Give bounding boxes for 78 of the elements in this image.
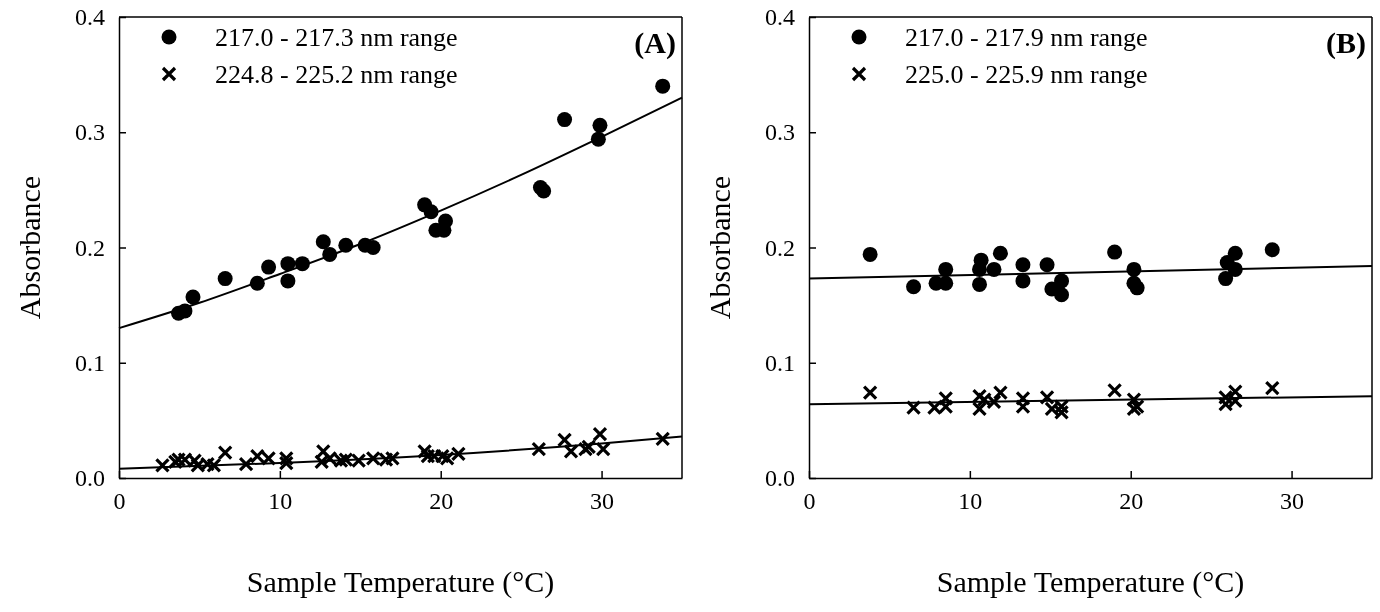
x-axis-title: Sample Temperature (°C): [936, 565, 1245, 599]
point: [185, 289, 201, 305]
point: [972, 276, 988, 292]
y-tick-label: 0.3: [765, 119, 795, 146]
point: [315, 234, 331, 250]
y-axis-title: Absorbance: [703, 175, 736, 320]
x-tick-label: 10: [958, 488, 983, 515]
point: [1264, 242, 1280, 258]
point: [280, 273, 296, 289]
point: [1218, 271, 1234, 287]
y-axis-title: Absorbance: [13, 175, 46, 320]
point: [592, 117, 608, 133]
y-tick-label: 0.2: [765, 234, 795, 261]
point: [384, 450, 401, 467]
point: [217, 271, 233, 287]
point: [536, 183, 552, 199]
point: [438, 213, 454, 229]
legend-label: 217.0 - 217.9 nm range: [905, 23, 1148, 52]
x-tick-label: 30: [1280, 488, 1305, 515]
x-axis-title: Sample Temperature (°C): [246, 565, 555, 599]
x-tick-label: 0: [803, 488, 816, 515]
point: [655, 78, 671, 94]
point: [1227, 383, 1243, 400]
point: [1015, 273, 1031, 289]
point: [315, 443, 331, 460]
y-tick-label: 0.1: [765, 349, 795, 376]
y-tick-label: 0.3: [75, 119, 105, 146]
point: [862, 385, 878, 401]
point: [1039, 257, 1055, 273]
x-tick-label: 0: [113, 488, 126, 515]
point: [938, 261, 954, 277]
y-tick-label: 0.4: [75, 4, 105, 31]
point: [238, 456, 254, 472]
point: [592, 426, 608, 442]
legend-label: 225.0 - 225.9 nm range: [905, 60, 1148, 89]
point: [278, 450, 294, 467]
point: [905, 400, 922, 416]
point: [1129, 280, 1145, 296]
point: [973, 252, 989, 268]
point: [280, 256, 296, 272]
point: [314, 454, 330, 470]
y-tick-label: 0.0: [765, 465, 795, 492]
point: [1054, 287, 1070, 303]
point: [862, 246, 878, 262]
point: [1107, 382, 1123, 399]
x-tick-label: 30: [590, 488, 615, 515]
annotation: (A): [634, 26, 676, 60]
point: [906, 279, 922, 295]
point: [556, 432, 573, 448]
point: [938, 390, 954, 407]
point: [1015, 257, 1031, 273]
point: [1015, 390, 1031, 407]
point: [1107, 244, 1123, 260]
y-tick-label: 0.0: [75, 465, 105, 492]
legend-label: 224.8 - 225.2 nm range: [215, 60, 458, 89]
point: [971, 388, 988, 404]
point: [365, 240, 381, 255]
point: [992, 245, 1008, 261]
x-tick-label: 10: [268, 488, 293, 515]
point: [1039, 389, 1055, 405]
y-tick-label: 0.4: [765, 4, 795, 31]
legend-label: 217.0 - 217.3 nm range: [215, 23, 458, 52]
point: [992, 385, 1009, 401]
point: [971, 401, 988, 417]
y-tick-label: 0.2: [75, 234, 105, 261]
point: [1054, 273, 1070, 289]
point: [938, 275, 954, 291]
point: [261, 259, 277, 275]
point: [1227, 245, 1243, 261]
point: [1264, 380, 1280, 396]
point: [655, 431, 671, 447]
x-tick-label: 20: [1119, 488, 1144, 515]
y-tick-label: 0.1: [75, 349, 105, 376]
annotation: (B): [1326, 26, 1366, 60]
point: [557, 112, 573, 128]
point: [217, 445, 233, 461]
point: [531, 441, 547, 457]
x-tick-label: 20: [429, 488, 454, 515]
